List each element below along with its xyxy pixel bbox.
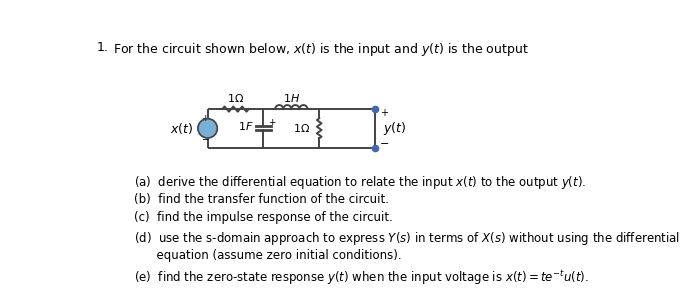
- Text: $x(t)$: $x(t)$: [170, 121, 194, 136]
- Text: +: +: [201, 114, 209, 123]
- Text: $1F$: $1F$: [238, 120, 253, 132]
- Text: −: −: [201, 134, 209, 143]
- Circle shape: [198, 119, 217, 138]
- Text: For the circuit shown below, $x(t)$ is the input and $y(t)$ is the output: For the circuit shown below, $x(t)$ is t…: [113, 41, 528, 58]
- Text: equation (assume zero initial conditions).: equation (assume zero initial conditions…: [134, 249, 402, 262]
- Text: $1H$: $1H$: [283, 92, 300, 104]
- Text: $1\Omega$: $1\Omega$: [227, 92, 244, 104]
- Text: +: +: [268, 118, 276, 127]
- Text: (c)  find the impulse response of the circuit.: (c) find the impulse response of the cir…: [134, 212, 393, 224]
- Text: (a)  derive the differential equation to relate the input $x(t)$ to the output $: (a) derive the differential equation to …: [134, 174, 587, 191]
- Text: $y(t)$: $y(t)$: [383, 120, 406, 137]
- Text: −: −: [379, 139, 389, 149]
- Text: +: +: [379, 108, 388, 118]
- Text: (d)  use the s-domain approach to express $Y(s)$ in terms of $X(s)$ without usin: (d) use the s-domain approach to express…: [134, 230, 680, 247]
- Text: (e)  find the zero-state response $y(t)$ when the input voltage is $x(t) = te^{-: (e) find the zero-state response $y(t)$ …: [134, 268, 589, 287]
- Text: (b)  find the transfer function of the circuit.: (b) find the transfer function of the ci…: [134, 193, 389, 206]
- Text: 1.: 1.: [97, 41, 108, 54]
- Text: $1\Omega$: $1\Omega$: [293, 122, 310, 134]
